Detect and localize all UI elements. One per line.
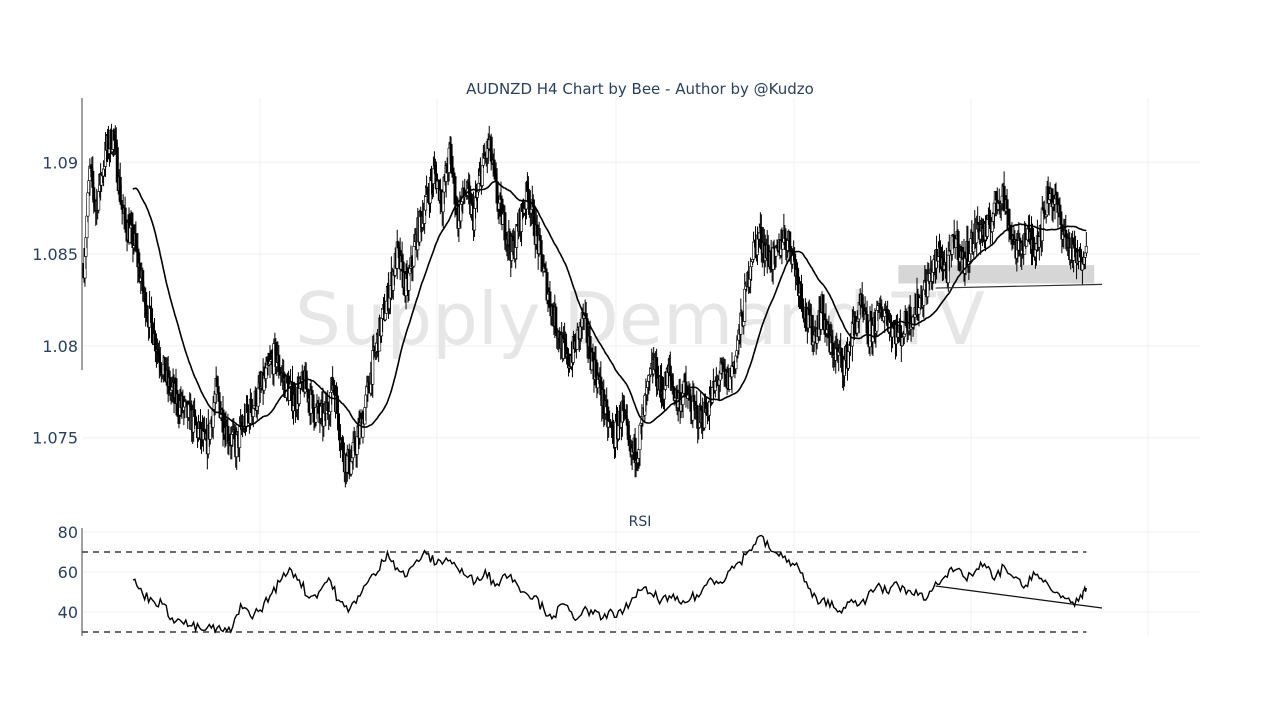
rsi-title: RSI	[629, 514, 652, 530]
candle-body-up	[256, 387, 260, 407]
candle-body-down	[1042, 209, 1046, 214]
candle-body-up	[891, 327, 895, 338]
rsi-trendline	[935, 585, 1103, 609]
price-trendline	[935, 283, 1103, 289]
price-tick-label: 1.075	[32, 429, 78, 448]
candle-body-up	[917, 307, 921, 315]
candle-body-up	[1084, 246, 1088, 254]
chart-title: AUDNZD H4 Chart by Bee - Author by @Kudz…	[466, 80, 814, 98]
rsi-tick-label: 60	[58, 563, 78, 582]
candle-body-down	[119, 199, 123, 205]
rsi-tick-label: 80	[58, 523, 78, 542]
rsi-tick-label: 40	[58, 603, 78, 622]
candle-body-down	[539, 240, 543, 255]
candle-body-down	[956, 230, 960, 260]
candle-body-up	[424, 196, 428, 211]
moving-average-line	[132, 180, 1087, 428]
price-tick-label: 1.085	[32, 245, 78, 264]
candle-body-down	[788, 231, 792, 250]
price-tick-label: 1.09	[42, 153, 78, 172]
rsi-line	[132, 534, 1087, 634]
candle-body-down	[311, 394, 315, 409]
candle-body-down	[548, 291, 552, 308]
candle-body-up	[480, 164, 484, 186]
candle-body-down	[633, 437, 637, 464]
candle-body-up	[412, 246, 416, 267]
candle-body-up	[86, 192, 90, 217]
price-tick-label: 1.08	[42, 337, 78, 356]
candle-body-down	[310, 390, 314, 395]
candle-body-up	[355, 436, 359, 455]
candle-body-up	[264, 367, 268, 379]
candle-body-up	[383, 312, 387, 321]
candle-body-down	[217, 392, 221, 402]
candle-body-down	[800, 298, 804, 312]
candle-body-up	[819, 312, 823, 330]
candle-body-up	[742, 321, 746, 327]
candle-body-down	[668, 365, 672, 376]
